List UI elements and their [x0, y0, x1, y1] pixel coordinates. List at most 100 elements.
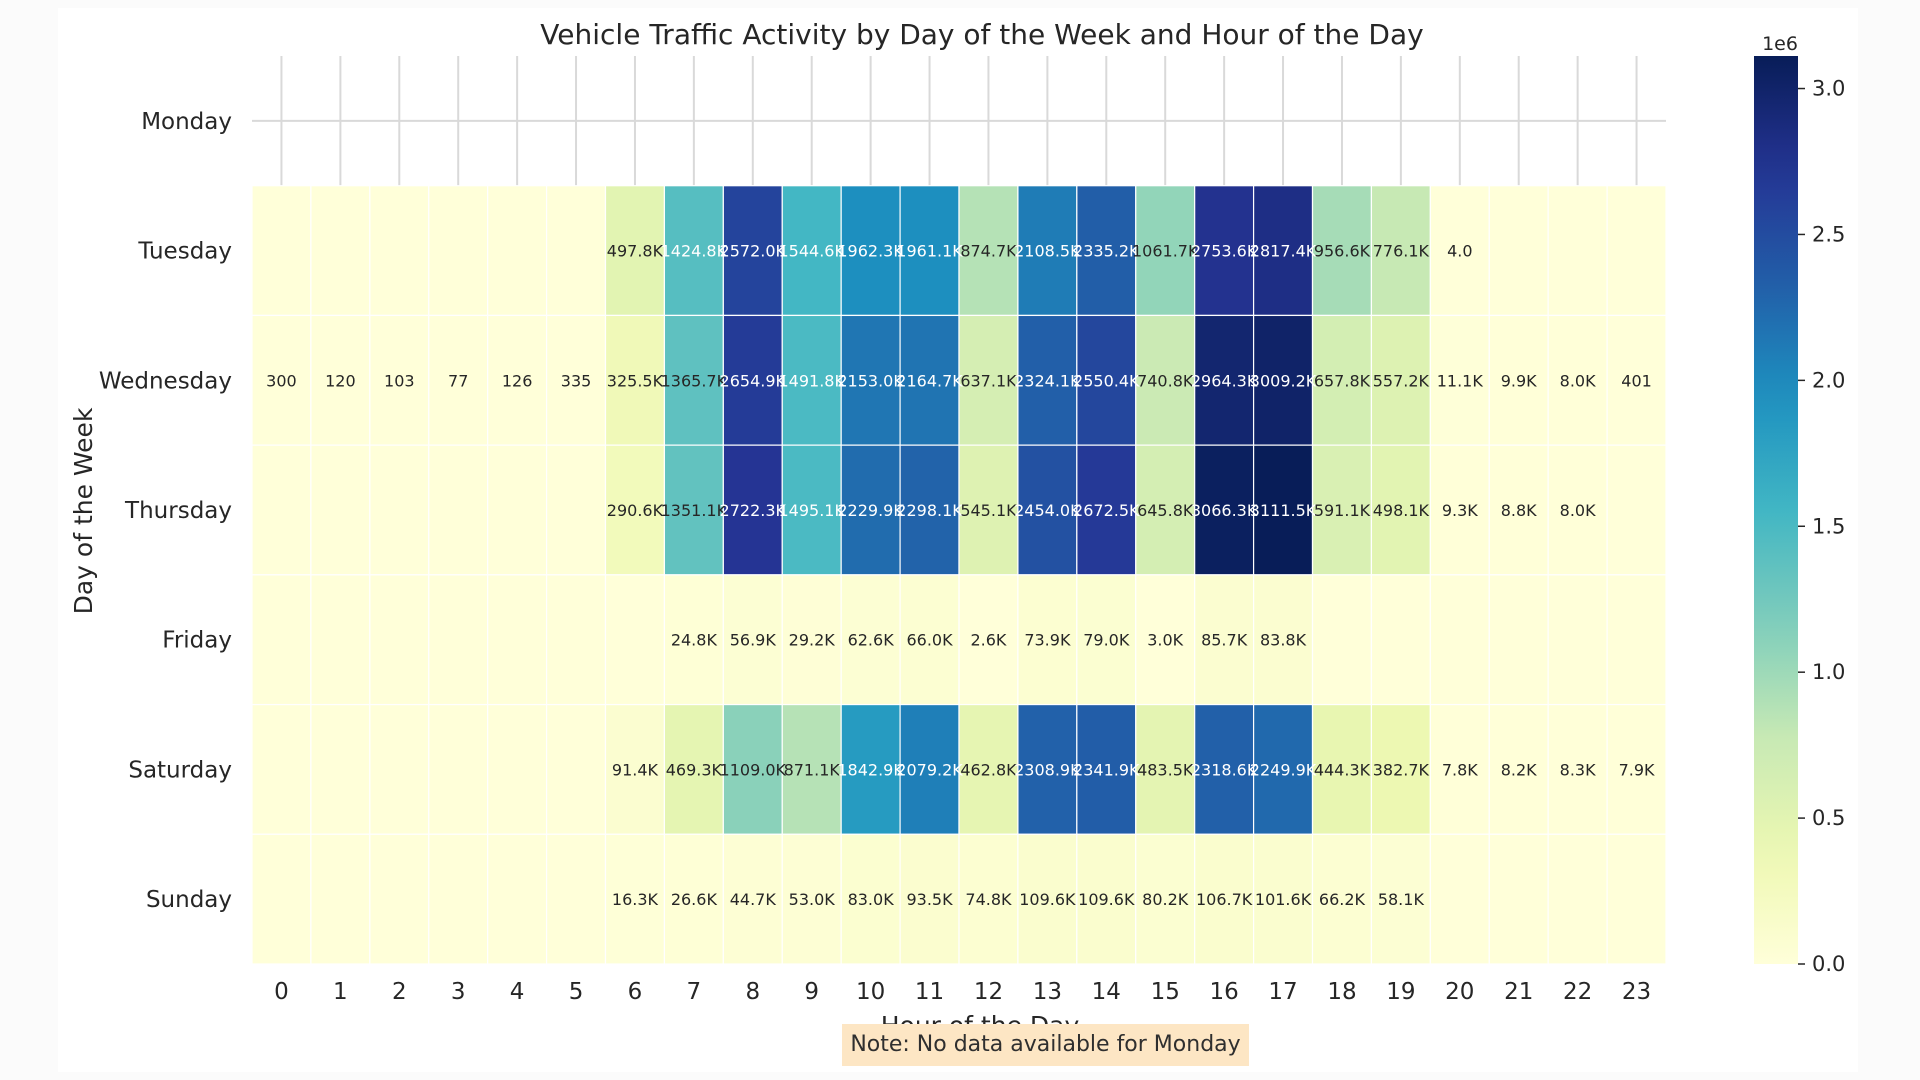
heatmap-cell	[1606, 833, 1667, 965]
heatmap-cell	[781, 314, 842, 446]
heatmap-cell	[251, 185, 312, 317]
heatmap-cell	[251, 703, 312, 835]
heatmap-cell	[310, 703, 371, 835]
heatmap-cell	[251, 833, 312, 965]
heatmap-cell	[781, 833, 842, 965]
colorbar-tick-label: 1.5	[1812, 514, 1845, 538]
heatmap-cell	[899, 833, 960, 965]
heatmap-cell	[251, 444, 312, 576]
cell-label: 2572.0K	[720, 242, 787, 261]
cell-label: 1365.7K	[661, 371, 728, 390]
heatmap-cell	[1135, 574, 1196, 706]
heatmap-cell	[840, 185, 901, 317]
cell-label: 335	[561, 371, 592, 390]
heatmap-cell	[1547, 314, 1608, 446]
cell-label: 290.6K	[607, 501, 664, 520]
colorbar-tick-label: 3.0	[1812, 77, 1845, 101]
heatmap-cell	[722, 444, 783, 576]
cell-label: 469.3K	[666, 760, 723, 779]
heatmap-cell	[428, 833, 489, 965]
cell-label: 498.1K	[1373, 501, 1430, 520]
cell-label: 545.1K	[960, 501, 1017, 520]
heatmap-cell	[369, 444, 430, 576]
heatmap-cell	[251, 574, 312, 706]
x-tick-label: 15	[1151, 979, 1180, 1005]
x-tick-label: 7	[687, 979, 702, 1005]
heatmap-cell	[310, 574, 371, 706]
cell-label: 120	[325, 371, 356, 390]
y-tick-label: Monday	[141, 109, 232, 135]
heatmap-cell	[1606, 314, 1667, 446]
cell-label: 1961.1K	[896, 242, 963, 261]
heatmap-cell	[722, 314, 783, 446]
colorbar-tick-label: 0.5	[1812, 806, 1845, 830]
heatmap-cell	[1017, 444, 1078, 576]
x-tick-label: 1	[333, 979, 348, 1005]
heatmap-cell	[369, 314, 430, 446]
cell-label: 2654.9K	[720, 371, 787, 390]
cell-label: 80.2K	[1142, 890, 1189, 909]
cell-label: 109.6K	[1078, 890, 1135, 909]
heatmap-cell	[958, 833, 1019, 965]
heatmap-cell	[369, 703, 430, 835]
cell-label: 557.2K	[1373, 371, 1430, 390]
y-tick-labels: Monday Tuesday Wednesday Thursday Friday Satu…	[99, 109, 232, 913]
heatmap-cell	[545, 703, 607, 835]
heatmap-cell	[604, 444, 666, 576]
heatmap-cell	[310, 185, 371, 317]
heatmap-cell	[1076, 833, 1137, 965]
cell-label: 2341.9K	[1073, 760, 1140, 779]
heatmap-cell	[1017, 574, 1078, 706]
cell-label: 2753.6K	[1191, 242, 1258, 261]
heatmap-cell	[369, 833, 430, 965]
heatmap-cell	[1311, 314, 1373, 446]
cell-label: 1842.9K	[837, 760, 904, 779]
y-tick-label: Thursday	[124, 498, 232, 524]
cell-label: 1495.1K	[778, 501, 845, 520]
colorbar-tick-label: 2.0	[1812, 368, 1845, 392]
heatmap-cell	[1488, 574, 1549, 706]
cell-label: 8.0K	[1560, 371, 1596, 390]
cell-label: 3009.2K	[1250, 371, 1317, 390]
cell-label: 2817.4K	[1250, 242, 1317, 261]
heatmap-cell	[722, 833, 783, 965]
heatmap-cell	[958, 703, 1019, 835]
cell-label: 871.1K	[784, 760, 841, 779]
x-tick-label: 3	[451, 979, 466, 1005]
x-tick-label: 17	[1268, 979, 1297, 1005]
x-tick-label: 2	[392, 979, 407, 1005]
cell-label: 2.6K	[970, 631, 1006, 650]
cell-label: 7.8K	[1442, 760, 1478, 779]
heatmap-cell	[958, 574, 1019, 706]
cell-label: 8.0K	[1560, 501, 1596, 520]
cell-label: 637.1K	[960, 371, 1017, 390]
heatmap-cell	[604, 833, 666, 965]
heatmap-cell	[663, 833, 724, 965]
cell-label: 2249.9K	[1250, 760, 1317, 779]
cell-label: 2318.6K	[1191, 760, 1258, 779]
heatmap-cell	[487, 185, 548, 317]
heatmap-cells	[251, 185, 1667, 965]
heatmap-cell	[369, 185, 430, 317]
cell-label: 1109.0K	[720, 760, 787, 779]
colorbar-ticks: 0.0 0.5 1.0 1.5 2.0 2.5 3.0	[1798, 77, 1845, 976]
chart-title: Vehicle Traffic Activity by Day of the W…	[540, 18, 1423, 51]
heatmap-cell	[487, 444, 548, 576]
cell-label: 73.9K	[1024, 631, 1071, 650]
cell-label: 497.8K	[607, 242, 664, 261]
heatmap-cell	[1194, 185, 1255, 317]
heatmap-cell	[1606, 703, 1667, 835]
cell-label: 4.0	[1447, 242, 1472, 261]
heatmap-cell	[1429, 574, 1490, 706]
cell-label: 2722.3K	[720, 501, 787, 520]
no-data-note: Note: No data available for Monday	[842, 1024, 1249, 1066]
cell-label: 101.6K	[1255, 890, 1312, 909]
heatmap-cell	[899, 703, 960, 835]
cell-label: 1962.3K	[837, 242, 904, 261]
cell-label: 1424.8K	[661, 242, 728, 261]
y-tick-label: Friday	[162, 628, 232, 654]
heatmap-cell	[1547, 574, 1608, 706]
heatmap-cell	[487, 574, 548, 706]
heatmap-cell	[545, 314, 607, 446]
cell-label: 401	[1621, 371, 1652, 390]
